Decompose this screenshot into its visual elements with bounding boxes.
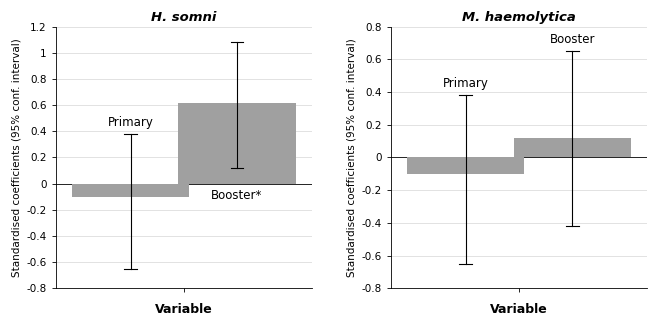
Bar [72,184,189,197]
Bar [178,103,295,184]
Bar [407,158,524,174]
Title: M. haemolytica: M. haemolytica [462,11,576,24]
X-axis label: Variable: Variable [155,303,213,316]
Y-axis label: Standardised coefficients (95% conf. interval): Standardised coefficients (95% conf. int… [346,38,357,277]
Bar [514,138,631,158]
Y-axis label: Standardised coefficients (95% conf. interval): Standardised coefficients (95% conf. int… [11,38,21,277]
Text: Primary: Primary [108,116,153,129]
X-axis label: Variable: Variable [490,303,548,316]
Text: Primary: Primary [443,77,489,90]
Text: Booster*: Booster* [211,189,263,202]
Text: Booster: Booster [549,33,595,46]
Title: H. somni: H. somni [151,11,216,24]
